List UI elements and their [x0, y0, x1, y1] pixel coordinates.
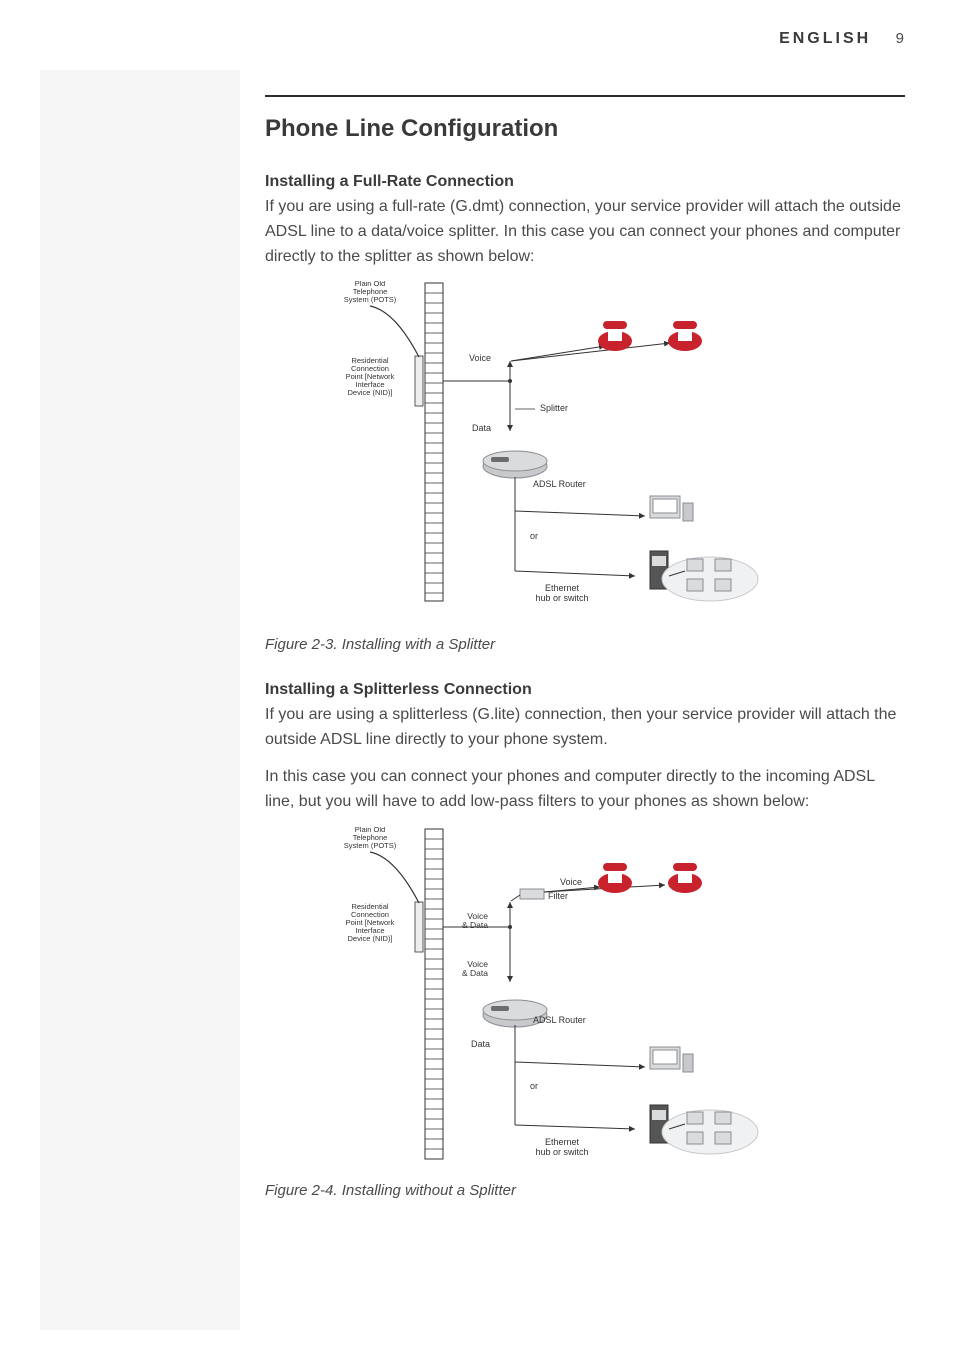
diagram-splitterless: Plain OldTelephoneSystem (POTS) Resident… [315, 827, 775, 1167]
page-sidebar [40, 70, 240, 1330]
figure-2-4-caption: Figure 2-4. Installing without a Splitte… [265, 1182, 905, 1199]
nid-box-icon [415, 356, 423, 406]
section-title: Phone Line Configuration [265, 115, 905, 143]
router-icon [483, 451, 547, 478]
voice-label: Voice [560, 877, 582, 887]
nid-box-icon [415, 902, 423, 952]
phone-icon [598, 863, 632, 893]
nid-label: ResidentialConnectionPoint [NetworkInter… [346, 902, 395, 943]
sec1-heading: Installing a Full-Rate Connection [265, 173, 905, 191]
figure-2-3-caption: Figure 2-3. Installing with a Splitter [265, 636, 905, 653]
brick-wall-icon [425, 283, 443, 601]
page-number: 9 [896, 30, 904, 47]
phone-icon [598, 321, 632, 351]
figure-2-3: Plain OldTelephoneSystem (POTS) Resident… [315, 281, 905, 626]
header-language: ENGLISH [779, 30, 871, 48]
voice-label: Voice [469, 353, 491, 363]
sec1-para: If you are using a full-rate (G.dmt) con… [265, 195, 905, 269]
page-content: Phone Line Configuration Installing a Fu… [265, 95, 905, 1227]
sec2-para2: In this case you can connect your phones… [265, 765, 905, 815]
data-label: Data [471, 1039, 490, 1049]
page-header: ENGLISH 9 [779, 30, 904, 48]
pc-icon [650, 1047, 693, 1072]
pc-cluster-icon [662, 1110, 758, 1154]
splitter-label: Splitter [540, 403, 568, 413]
pc-icon [650, 496, 693, 521]
phone-icon [668, 321, 702, 351]
sec2-heading: Installing a Splitterless Connection [265, 681, 905, 699]
pots-label: Plain OldTelephoneSystem (POTS) [344, 827, 397, 850]
hub-label: Ethernethub or switch [535, 583, 588, 603]
router-label: ADSL Router [533, 479, 586, 489]
vd-label2: Voice& Data [462, 959, 488, 978]
data-label: Data [472, 423, 491, 433]
phone-icon [668, 863, 702, 893]
pots-label: Plain OldTelephoneSystem (POTS) [344, 281, 397, 304]
diagram-splitter: Plain OldTelephoneSystem (POTS) Resident… [315, 281, 775, 621]
nid-label: ResidentialConnectionPoint [NetworkInter… [346, 356, 395, 397]
pc-cluster-icon [662, 557, 758, 601]
or-label: or [530, 1081, 538, 1091]
filter-icon [520, 889, 544, 899]
pots-line [370, 306, 419, 357]
filter-label: Filter [548, 891, 568, 901]
hub-label: Ethernethub or switch [535, 1137, 588, 1157]
top-rule [265, 95, 905, 97]
figure-2-4: Plain OldTelephoneSystem (POTS) Resident… [315, 827, 905, 1172]
brick-wall-icon [425, 829, 443, 1159]
router-label: ADSL Router [533, 1015, 586, 1025]
vd-label: Voice& Data [462, 911, 488, 930]
sec2-para1: If you are using a splitterless (G.lite)… [265, 703, 905, 753]
or-label: or [530, 531, 538, 541]
